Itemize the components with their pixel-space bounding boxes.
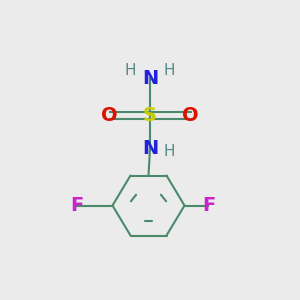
Text: F: F — [202, 196, 215, 215]
Text: S: S — [143, 106, 157, 125]
Text: O: O — [182, 106, 199, 125]
Text: O: O — [101, 106, 118, 125]
Text: N: N — [142, 68, 158, 88]
Text: N: N — [142, 139, 158, 158]
Text: H: H — [125, 63, 136, 78]
Text: H: H — [164, 144, 175, 159]
Text: H: H — [164, 63, 175, 78]
Text: F: F — [70, 196, 83, 215]
